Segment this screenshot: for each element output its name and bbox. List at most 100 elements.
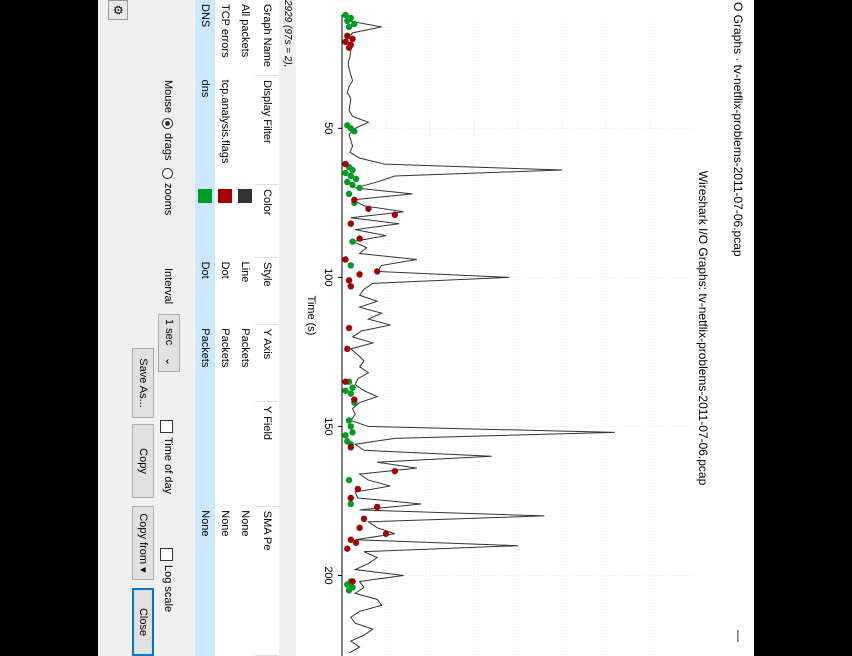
interval-formula: 2929 (97s = 2), — [282, 0, 293, 68]
log-scale-checkbox[interactable] — [160, 548, 173, 561]
series-point-2 — [360, 515, 368, 523]
log-scale-label: Log scale — [162, 565, 174, 613]
series-point-1 — [349, 238, 356, 245]
graph-color-cell — [235, 185, 255, 258]
plot-series — [342, 11, 615, 654]
series-point-2 — [342, 160, 349, 168]
series-point-2 — [382, 530, 390, 537]
x-tick-label: 150 — [322, 417, 334, 435]
series-point-1 — [349, 429, 356, 436]
graph-style-cell: Dot — [219, 261, 231, 279]
copy-button[interactable]: Copy — [132, 424, 154, 498]
table-row[interactable]: All packets Line Packets None — [235, 0, 255, 656]
table-body: All packets Line Packets None TCP errors tcp.… — [195, 0, 255, 656]
interval-select[interactable]: 1 sec ⌄ — [158, 314, 180, 372]
zooms-radio[interactable] — [162, 168, 173, 179]
series-point-1 — [345, 190, 353, 198]
series-point-2 — [347, 444, 354, 451]
io-graph-plot[interactable]: 50 100 150 200 Time (s) — [296, 0, 754, 656]
x-tick-label: 50 — [322, 122, 334, 134]
series-point-1 — [349, 181, 356, 189]
series-point-2 — [356, 235, 363, 242]
copy-from-button[interactable]: Copy from ▾ — [132, 506, 154, 580]
series-point-1 — [342, 11, 349, 19]
series-point-1 — [342, 169, 349, 177]
column-header[interactable]: SMA Pe — [255, 506, 279, 656]
series-point-2 — [344, 545, 351, 552]
series-point-1 — [344, 581, 351, 588]
column-header[interactable]: Color — [255, 184, 279, 258]
series-point-2 — [345, 44, 353, 51]
series-point-2 — [349, 35, 356, 43]
series-point-1 — [347, 172, 354, 180]
series-point-1 — [351, 20, 358, 28]
series-point-1 — [347, 262, 354, 269]
series-point-2 — [391, 211, 398, 218]
color-swatch[interactable] — [238, 188, 252, 203]
series-point-2 — [344, 345, 351, 353]
interval-label: Interval — [162, 268, 174, 305]
series-point-1 — [345, 476, 353, 484]
series-point-1 — [342, 432, 349, 439]
color-swatch[interactable] — [198, 188, 212, 203]
table-row[interactable]: TCP errors tcp.analysis.flags Dot Packets No… — [215, 0, 235, 656]
io-graphs-window: O Graphs · tv-netflix-problems-2011-07-0… — [98, 0, 754, 656]
graph-sma-cell: None — [219, 510, 231, 537]
series-point-1 — [344, 178, 351, 186]
series-point-2 — [352, 539, 360, 546]
series-point-1 — [347, 500, 354, 508]
column-header[interactable]: Graph Name — [255, 0, 279, 76]
table-header-row: Graph Name Display Filter Color Style Y Axis… — [255, 0, 279, 656]
color-swatch[interactable] — [218, 188, 232, 203]
series-point-2 — [342, 38, 349, 46]
series-point-1 — [356, 184, 363, 192]
graph-style-cell: Dot — [195, 257, 215, 325]
series-point-2 — [342, 378, 349, 385]
drags-radio[interactable] — [162, 118, 173, 129]
plot-grid — [342, 15, 694, 656]
graph-name-cell: TCP errors — [219, 4, 231, 58]
series-point-2 — [344, 32, 351, 40]
mouse-label: Mouse — [162, 80, 174, 114]
series-point-1 — [349, 166, 356, 174]
save-as-button[interactable]: Save As... — [132, 348, 154, 418]
series-point-2 — [347, 220, 354, 227]
graph-sma-cell: None — [195, 506, 215, 656]
series-point-1 — [344, 17, 351, 25]
column-header[interactable]: Style — [255, 257, 279, 325]
graph-filter-cell: tcp.analysis.flags — [219, 79, 231, 164]
series-point-2 — [345, 324, 353, 332]
time-of-day-checkbox[interactable] — [160, 420, 173, 433]
series-point-1 — [349, 384, 356, 391]
graph-sma-cell: None — [239, 510, 251, 537]
graph-y-axis-cell: Packets — [239, 328, 251, 368]
series-point-2 — [349, 578, 356, 585]
series-point-1 — [351, 128, 358, 135]
series-point-1 — [345, 417, 353, 424]
series-point-2 — [374, 268, 381, 275]
graph-color-cell — [195, 184, 215, 258]
x-axis: 50 100 150 200 — [322, 15, 343, 656]
gear-icon[interactable]: ⚙ — [108, 0, 128, 20]
graphs-table: Graph Name Display Filter Color Style Y Axis… — [195, 0, 279, 656]
column-header[interactable]: Display Filter — [255, 75, 279, 185]
series-point-1 — [347, 390, 354, 397]
series-point-1 — [345, 23, 353, 31]
series-point-2 — [351, 396, 358, 403]
close-button[interactable]: Close — [132, 588, 154, 656]
series-point-1 — [342, 387, 349, 394]
column-header[interactable]: Y Axis — [255, 324, 279, 402]
table-row[interactable]: DNS dns Dot Packets None — [195, 0, 215, 656]
interval-value: 1 sec — [163, 319, 175, 346]
series-line-0 — [346, 14, 615, 654]
graph-style-cell: Line — [239, 261, 251, 283]
graph-y-axis-cell: Packets — [195, 324, 215, 402]
graph-name-cell: DNS — [195, 0, 215, 76]
series-point-1 — [345, 587, 353, 594]
graph-filter-cell: dns — [195, 75, 215, 185]
series-point-2 — [354, 485, 362, 493]
column-header[interactable]: Y Field — [255, 401, 279, 507]
series-point-2 — [365, 205, 372, 212]
series-point-2 — [391, 467, 398, 475]
